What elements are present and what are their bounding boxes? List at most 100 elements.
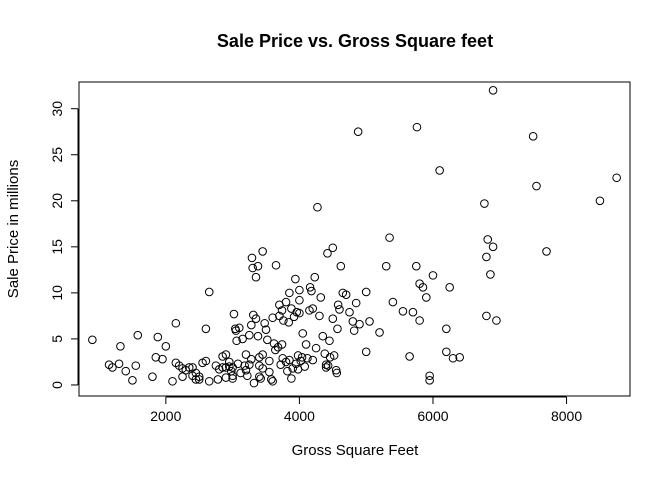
data-point (320, 349, 330, 358)
data-point (228, 371, 237, 381)
data-point (341, 290, 351, 300)
data-point (251, 272, 261, 282)
data-point (381, 261, 391, 271)
data-point (385, 233, 394, 242)
data-point (253, 331, 263, 341)
data-point (388, 297, 398, 307)
data-point (305, 283, 315, 292)
data-point (221, 373, 231, 382)
plot-frame (78, 81, 631, 397)
data-point (483, 235, 493, 244)
data-point (263, 335, 272, 345)
data-point (428, 271, 438, 280)
data-point (308, 355, 318, 365)
data-point (316, 293, 326, 302)
data-point (265, 367, 274, 377)
data-point (408, 307, 418, 317)
data-point (612, 173, 621, 183)
data-point (365, 317, 374, 326)
data-point (412, 122, 422, 132)
data-point (279, 316, 288, 325)
data-point (488, 242, 498, 252)
data-point (114, 359, 124, 369)
data-point (258, 364, 267, 373)
data-point (277, 306, 287, 315)
data-point (228, 374, 237, 383)
data-point (315, 311, 324, 321)
data-point (247, 253, 257, 263)
data-point (251, 314, 261, 323)
y-tick-label: 25 (49, 147, 65, 163)
data-point (258, 247, 267, 256)
data-point (241, 350, 251, 359)
data-point (224, 357, 234, 367)
data-point (201, 356, 211, 366)
data-point (528, 132, 538, 141)
data-point (328, 314, 338, 323)
data-point (255, 372, 264, 381)
data-point (542, 247, 551, 256)
data-point (121, 366, 131, 376)
data-point (213, 375, 223, 384)
data-point (307, 286, 316, 296)
data-point (271, 260, 281, 270)
data-point (333, 300, 343, 310)
data-point (131, 361, 141, 370)
data-point (355, 319, 364, 329)
data-point (148, 372, 157, 381)
data-point (291, 274, 300, 284)
data-point (291, 359, 301, 369)
data-point (398, 306, 408, 316)
data-point (194, 372, 204, 381)
data-point (201, 324, 211, 334)
data-point (232, 336, 241, 346)
x-tick-label: 2000 (150, 408, 181, 424)
data-point (245, 330, 254, 340)
data-point (295, 308, 304, 318)
data-point (271, 345, 280, 355)
data-point (249, 378, 259, 388)
data-point (325, 336, 334, 346)
data-point (88, 335, 97, 345)
data-point (194, 375, 204, 384)
x-axis-title: Gross Square Feet (292, 442, 420, 459)
y-tick-label: 20 (49, 193, 65, 209)
data-point (303, 353, 312, 363)
data-point (310, 272, 320, 282)
data-point (445, 283, 454, 292)
data-point (351, 298, 361, 308)
data-point (267, 375, 276, 384)
y-tick-label: 15 (49, 239, 65, 255)
data-point (361, 287, 371, 297)
data-point (256, 374, 265, 383)
data-point (595, 196, 605, 206)
data-point (240, 361, 249, 370)
data-point (321, 363, 331, 372)
y-tick-label: 10 (49, 285, 65, 301)
data-point (308, 304, 318, 313)
data-point (268, 313, 277, 323)
data-point (297, 353, 307, 362)
data-point (276, 360, 285, 369)
y-axis-title: Sale Price in millions (5, 160, 22, 298)
data-point (287, 304, 296, 313)
data-point (313, 202, 322, 212)
data-point (261, 325, 271, 335)
data-point (300, 362, 310, 371)
x-tick-label: 8000 (551, 408, 582, 424)
data-point (245, 360, 254, 369)
data-point (349, 326, 359, 335)
data-point (332, 368, 342, 378)
data-point (425, 371, 434, 381)
data-point (277, 340, 287, 349)
data-point (295, 285, 304, 295)
data-point (455, 353, 464, 362)
data-point (361, 347, 371, 357)
data-point (323, 361, 333, 370)
data-point (265, 356, 274, 366)
x-axis: 2000 4000 6000 8000 (150, 396, 582, 424)
y-tick-label: 5 (49, 335, 65, 343)
data-point (325, 353, 335, 362)
data-point (480, 199, 489, 208)
